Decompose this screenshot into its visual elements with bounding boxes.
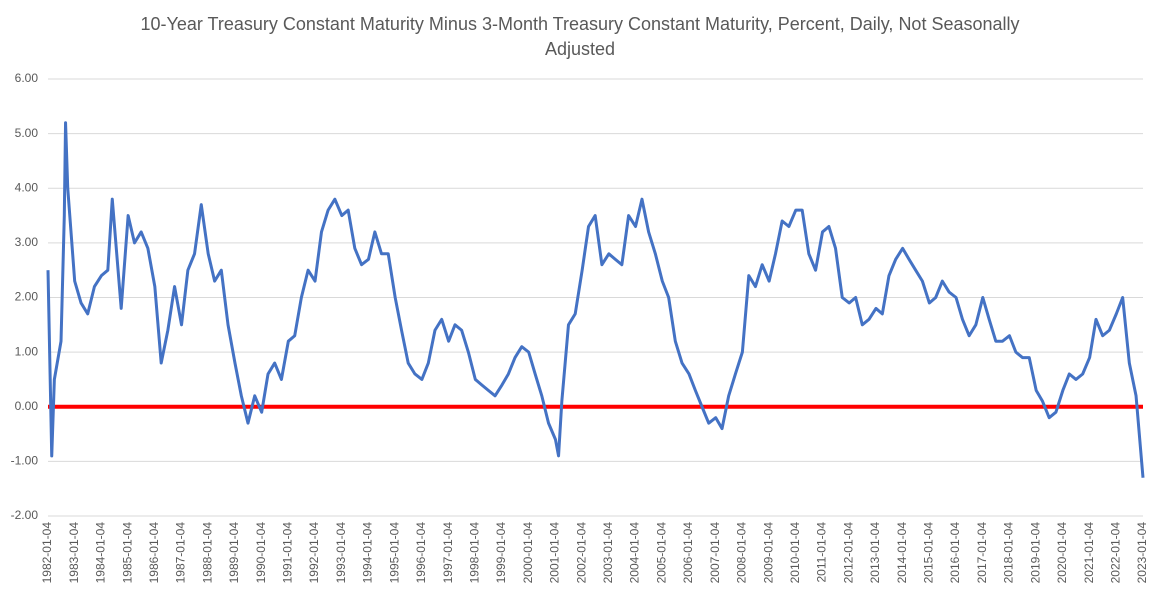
y-tick-label: 6.00 (15, 71, 39, 85)
x-tick-label: 2015-01-04 (922, 522, 936, 584)
x-tick-label: 1992-01-04 (307, 522, 321, 584)
y-tick-label: 1.00 (15, 344, 39, 358)
y-tick-label: 2.00 (15, 290, 39, 304)
x-tick-label: 1998-01-04 (467, 522, 481, 584)
x-tick-label: 1995-01-04 (387, 522, 401, 584)
x-tick-label: 2002-01-04 (574, 522, 588, 584)
x-tick-label: 1990-01-04 (254, 522, 268, 584)
x-tick-label: 2005-01-04 (654, 522, 668, 584)
data-line (46, 121, 1145, 478)
x-tick-label: 2023-01-04 (1135, 522, 1149, 584)
x-tick-label: 1997-01-04 (441, 522, 455, 584)
x-tick-label: 1986-01-04 (147, 522, 161, 584)
chart-title: 10-Year Treasury Constant Maturity Minus… (140, 14, 1020, 59)
x-tick-label: 2001-01-04 (548, 522, 562, 584)
x-tick-label: 2009-01-04 (761, 522, 775, 584)
x-tick-label: 2003-01-04 (601, 522, 615, 584)
x-tick-label: 1988-01-04 (200, 522, 214, 584)
x-tick-label: 1987-01-04 (174, 522, 188, 584)
y-tick-label: 4.00 (15, 180, 39, 194)
x-tick-label: 2007-01-04 (708, 522, 722, 584)
x-tick-label: 2006-01-04 (681, 522, 695, 584)
x-tick-label: 2008-01-04 (735, 522, 749, 584)
x-tick-label: 2021-01-04 (1082, 522, 1096, 584)
x-tick-label: 1991-01-04 (281, 522, 295, 584)
x-tick-label: 2020-01-04 (1055, 522, 1069, 584)
x-tick-label: 1983-01-04 (67, 522, 81, 584)
y-tick-label: 5.00 (15, 126, 39, 140)
x-tick-label: 1989-01-04 (227, 522, 241, 584)
x-tick-label: 2012-01-04 (841, 522, 855, 584)
x-tick-label: 1994-01-04 (361, 522, 375, 584)
y-tick-label: -1.00 (11, 454, 39, 468)
x-tick-label: 1999-01-04 (494, 522, 508, 584)
x-tick-label: 1996-01-04 (414, 522, 428, 584)
x-tick-label: 2013-01-04 (868, 522, 882, 584)
x-tick-label: 1984-01-04 (94, 522, 108, 584)
x-tick-label: 2016-01-04 (948, 522, 962, 584)
x-tick-label: 2011-01-04 (815, 522, 829, 583)
x-tick-label: 2018-01-04 (1002, 522, 1016, 584)
y-tick-label: -2.00 (11, 508, 39, 522)
x-tick-label: 2022-01-04 (1108, 522, 1122, 584)
x-tick-label: 2000-01-04 (521, 522, 535, 584)
x-tick-label: 2017-01-04 (975, 522, 989, 584)
x-tick-label: 1982-01-04 (40, 522, 54, 584)
y-tick-label: 3.00 (15, 235, 39, 249)
x-tick-label: 2004-01-04 (628, 522, 642, 584)
x-tick-label: 1993-01-04 (334, 522, 348, 584)
x-tick-label: 1985-01-04 (120, 522, 134, 584)
x-tick-label: 2019-01-04 (1028, 522, 1042, 584)
y-tick-label: 0.00 (15, 399, 39, 413)
x-tick-label: 2010-01-04 (788, 522, 802, 584)
x-tick-label: 2014-01-04 (895, 522, 909, 584)
